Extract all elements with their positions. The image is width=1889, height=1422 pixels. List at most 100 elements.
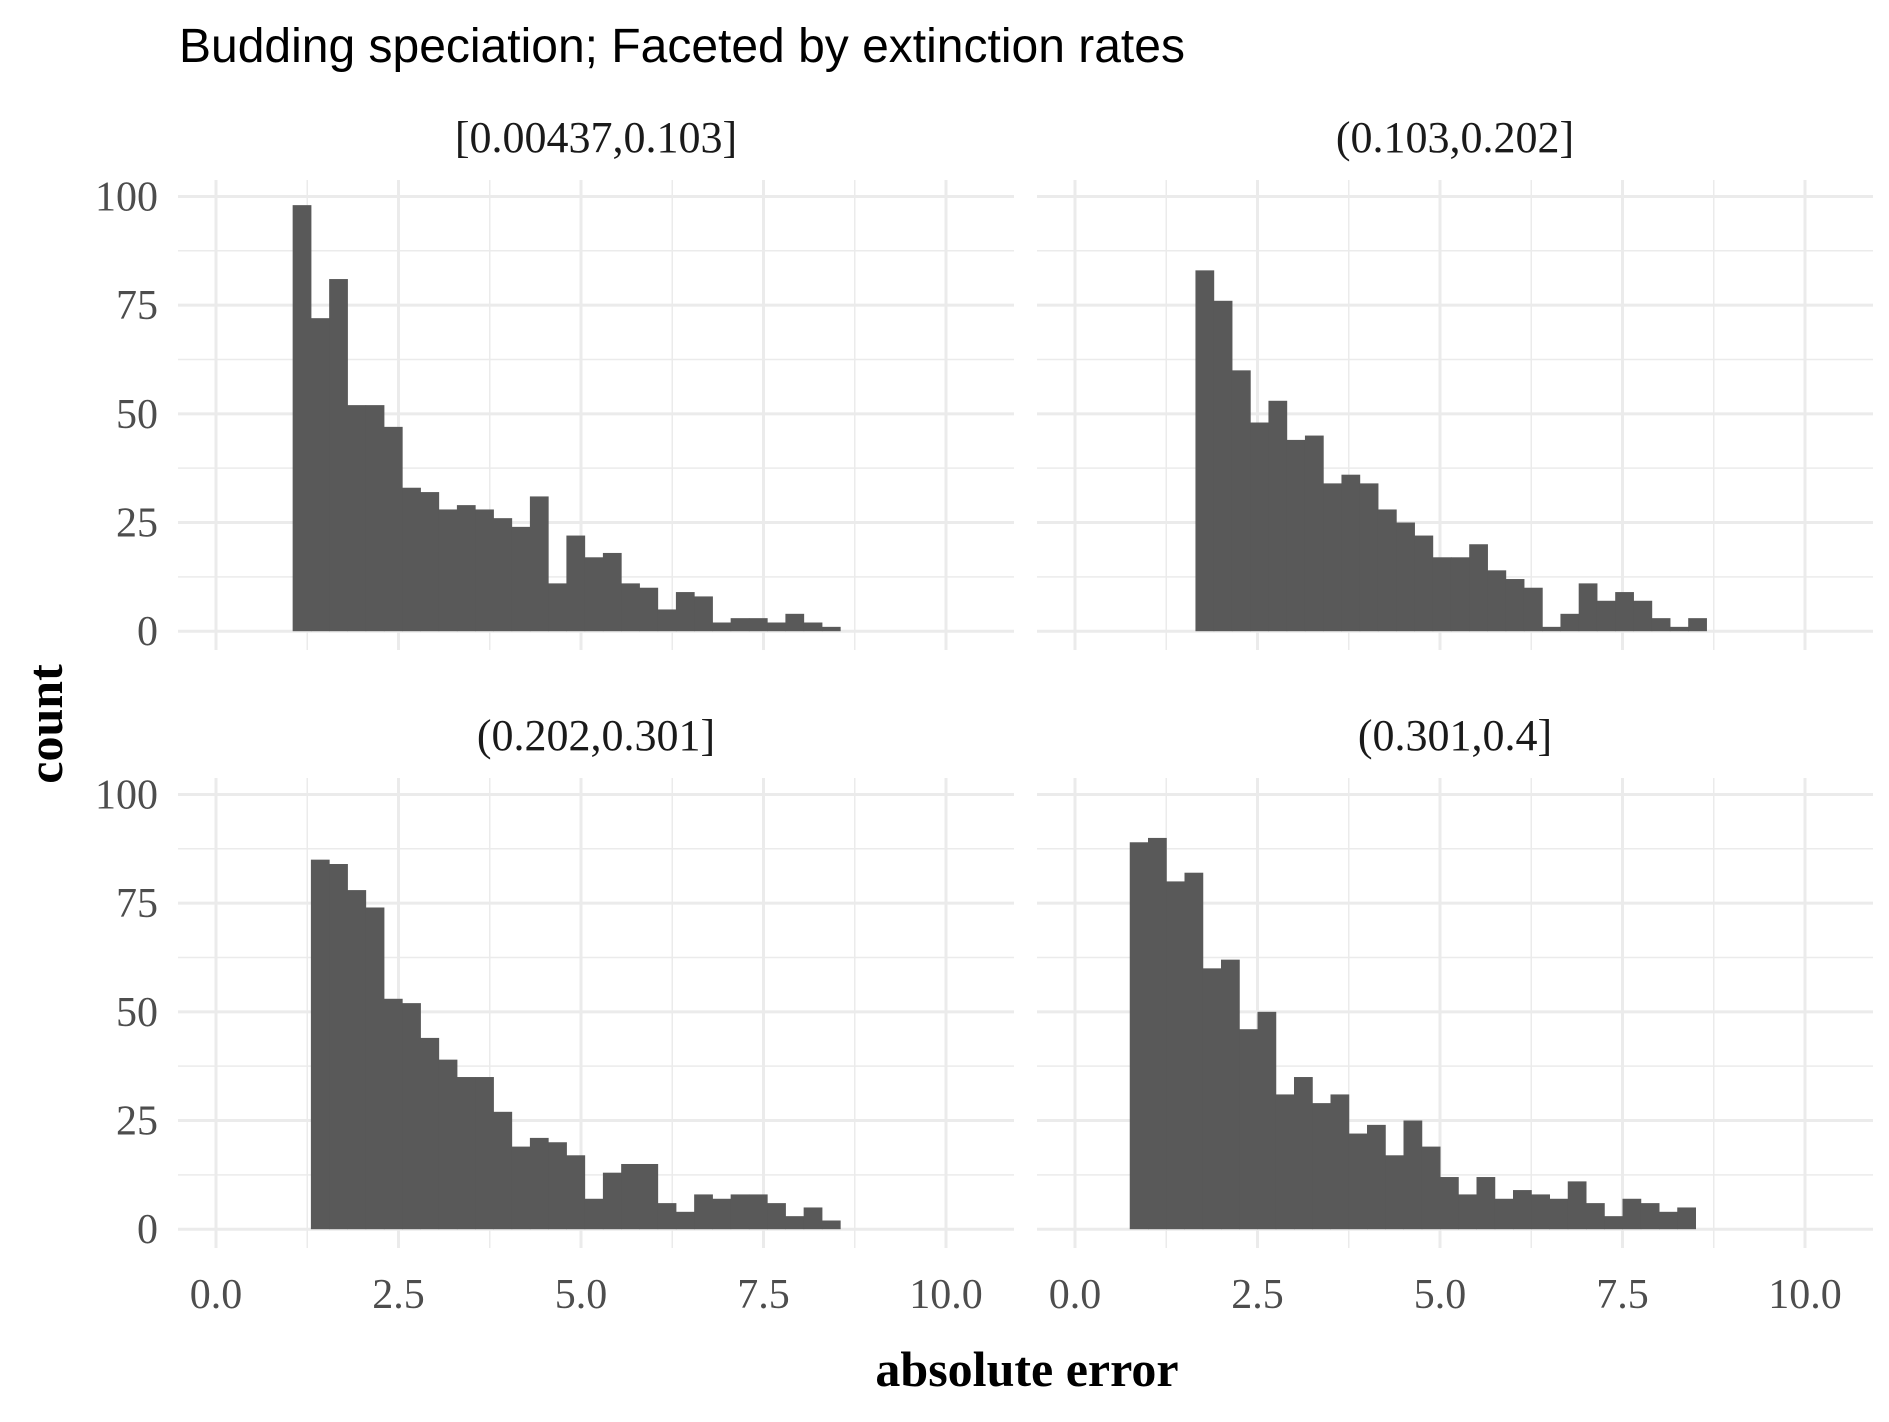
histogram-bar xyxy=(347,405,367,632)
histogram-bar xyxy=(511,1146,531,1230)
y-axis-label: count xyxy=(17,664,73,784)
histogram-bar xyxy=(1669,626,1689,632)
histogram-bar xyxy=(1213,300,1233,632)
histogram-bar xyxy=(1250,422,1269,632)
y-tick-label: 0 xyxy=(137,609,158,655)
histogram-bar xyxy=(1294,1077,1313,1230)
x-tick-label: 10.0 xyxy=(1768,1272,1842,1318)
histogram-bar xyxy=(1129,842,1149,1230)
histogram-bar xyxy=(803,1207,823,1230)
histogram-bar xyxy=(657,609,677,632)
histogram-bar xyxy=(712,1198,732,1230)
y-tick-label: 75 xyxy=(116,283,158,329)
histogram-bar xyxy=(566,535,586,632)
histogram-bar xyxy=(511,526,531,632)
histogram-bar xyxy=(566,1155,586,1230)
histogram-bar xyxy=(1513,1190,1532,1230)
y-tick-label: 100 xyxy=(95,174,158,220)
histogram-bar xyxy=(1450,557,1470,632)
histogram-bar xyxy=(803,622,823,632)
histogram-bar xyxy=(1239,1029,1258,1230)
histogram-bar xyxy=(1148,837,1167,1230)
histogram-bar xyxy=(1487,570,1507,632)
histogram-bar xyxy=(639,1163,659,1230)
histogram-bar xyxy=(1348,1133,1368,1230)
histogram-bar xyxy=(310,859,330,1230)
histogram-bar xyxy=(675,1211,695,1230)
histogram-bar xyxy=(1531,1194,1550,1230)
histogram-bar xyxy=(712,622,732,632)
histogram-bar xyxy=(1359,483,1379,632)
histogram-bar xyxy=(456,505,476,632)
histogram-bar xyxy=(1385,1155,1404,1230)
histogram-bar xyxy=(621,583,640,632)
histogram-bar xyxy=(1341,474,1361,632)
histogram-bar xyxy=(383,426,403,632)
histogram-bar xyxy=(438,509,458,632)
histogram-bar xyxy=(529,496,549,632)
histogram-bar xyxy=(402,487,421,632)
histogram-bar xyxy=(365,405,385,632)
histogram-bar xyxy=(456,1077,476,1230)
histogram-bar xyxy=(1567,1181,1587,1230)
histogram-bar xyxy=(1286,439,1306,632)
histogram-bar xyxy=(767,622,786,632)
histogram-bar xyxy=(675,592,695,632)
histogram-bar xyxy=(1195,270,1215,632)
histogram-bar xyxy=(1659,1211,1678,1230)
y-tick-label: 50 xyxy=(116,392,158,438)
histogram-bar xyxy=(1440,1177,1459,1230)
histogram-bar xyxy=(1476,1177,1496,1230)
histogram-bar xyxy=(1586,1203,1605,1230)
chart-title: Budding speciation; Faceted by extinctio… xyxy=(179,20,1185,73)
histogram-bar xyxy=(1677,1207,1696,1230)
histogram-bar xyxy=(292,205,312,632)
histogram-bar xyxy=(1221,959,1240,1230)
histogram-bar xyxy=(493,1111,513,1230)
histogram-bar xyxy=(1231,370,1251,632)
histogram-bar xyxy=(347,890,367,1230)
histogram-bar xyxy=(1622,1198,1642,1230)
histogram-bar xyxy=(1396,522,1415,632)
histogram-bar xyxy=(1549,1198,1569,1230)
histogram-bar xyxy=(1403,1120,1423,1230)
y-tick-label: 100 xyxy=(95,772,158,818)
histogram-bar xyxy=(1275,1094,1295,1230)
histogram-bar xyxy=(1560,613,1580,632)
y-tick-label: 0 xyxy=(137,1207,158,1253)
histogram-bar xyxy=(730,1194,750,1230)
histogram-bar xyxy=(767,1203,786,1230)
histogram-bar xyxy=(329,279,348,632)
x-tick-label: 10.0 xyxy=(909,1272,983,1318)
x-tick-label: 7.5 xyxy=(1596,1272,1649,1318)
histogram-bar xyxy=(420,492,440,632)
histogram-bar xyxy=(1505,579,1525,632)
histogram-bar xyxy=(548,583,567,632)
histogram-bar xyxy=(1312,1103,1331,1230)
histogram-bar xyxy=(1615,592,1634,632)
histogram-bar xyxy=(1421,1146,1441,1230)
histogram-bar xyxy=(475,509,494,632)
histogram-bar xyxy=(639,587,659,632)
facet-strip-label: (0.202,0.301] xyxy=(477,711,715,760)
y-tick-label: 75 xyxy=(116,881,158,927)
histogram-bar xyxy=(1432,557,1452,632)
x-tick-label: 2.5 xyxy=(1231,1272,1284,1318)
histogram-bar xyxy=(1367,1124,1386,1230)
x-tick-label: 7.5 xyxy=(737,1272,790,1318)
histogram-bar xyxy=(785,1216,805,1230)
x-axis-label: absolute error xyxy=(875,1341,1178,1397)
histogram-bar xyxy=(785,613,805,632)
x-tick-label: 0.0 xyxy=(1049,1272,1102,1318)
histogram-bar xyxy=(1542,626,1561,632)
histogram-bar xyxy=(310,318,330,632)
histogram-bar xyxy=(584,1198,604,1230)
histogram-bar xyxy=(365,907,385,1230)
facet-panel: [0.00437,0.103] 0 25 50 75 100 xyxy=(95,113,1014,655)
histogram-bar xyxy=(1323,483,1342,632)
facet-strip-label: (0.301,0.4] xyxy=(1358,711,1552,760)
histogram-bar xyxy=(1688,618,1707,632)
histogram-bar xyxy=(1640,1203,1660,1230)
histogram-bar xyxy=(694,1194,713,1230)
